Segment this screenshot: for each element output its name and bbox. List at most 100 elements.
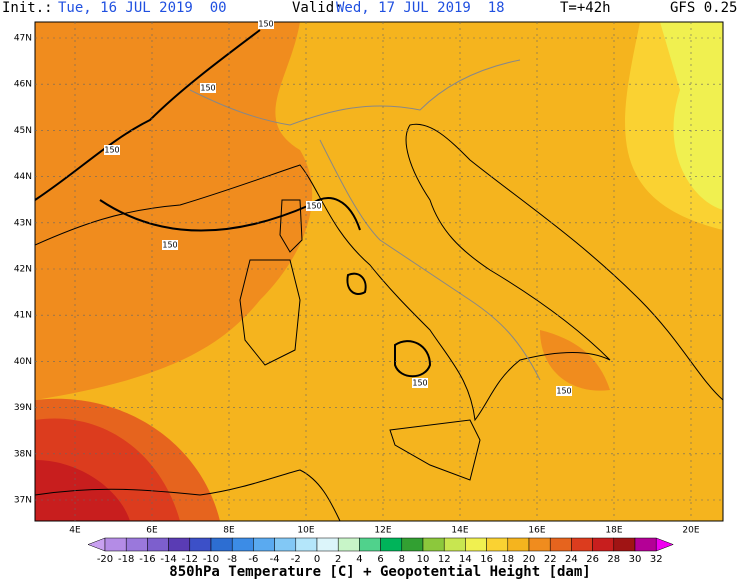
- map-field: [35, 22, 723, 521]
- colorbar-tick-label: -12: [182, 554, 198, 565]
- contour-150: [99, 197, 361, 232]
- colorbar-tick-label: -4: [270, 554, 280, 565]
- contour-label: 150: [556, 387, 571, 396]
- graticule: [35, 22, 723, 521]
- colorbar-segment: [104, 537, 127, 552]
- contour-label: 150: [306, 202, 321, 211]
- contour-label-bg: [556, 386, 572, 396]
- lat-label: 45N: [14, 126, 32, 136]
- colorbar-tick-label: 12: [438, 554, 451, 565]
- colorbar-segment: [380, 537, 403, 552]
- colorbar-tick-label: 8: [399, 554, 405, 565]
- valid-label: Valid:: [292, 0, 343, 16]
- colorbar-tick-label: -2: [291, 554, 301, 565]
- contour-label-bg: [306, 201, 322, 211]
- colorbar-segment: [486, 537, 509, 552]
- lat-label: 38N: [14, 449, 32, 459]
- colorbar-segment: [274, 537, 297, 552]
- contour-label: 150: [162, 241, 177, 250]
- colorbar-arrow: [87, 537, 106, 552]
- lat-label: 42N: [14, 265, 32, 275]
- lat-label: 46N: [14, 80, 32, 90]
- lat-label: 40N: [14, 357, 32, 367]
- lat-label: 43N: [14, 218, 32, 228]
- colorbar-segment: [613, 537, 636, 552]
- colorbar-segment: [210, 537, 233, 552]
- colorbar-segment: [253, 537, 275, 552]
- colorbar-tick-label: 14: [459, 554, 472, 565]
- colorbar-tick-label: -18: [118, 554, 134, 565]
- colorbar-segment: [316, 537, 339, 552]
- contour-label-bg: [162, 240, 178, 250]
- colorbar-tick-label: -20: [97, 554, 113, 565]
- colorbar-tick-label: -14: [160, 554, 176, 565]
- contour-label-bg: [104, 145, 120, 155]
- contour-label: 150: [258, 20, 273, 29]
- contour-label-bg: [258, 19, 274, 29]
- colorbar-segment: [465, 537, 487, 552]
- lat-label: 37N: [14, 496, 32, 506]
- contour-150: [35, 29, 261, 201]
- colorbar-segment: [147, 537, 169, 552]
- lon-label: 20E: [682, 526, 699, 536]
- field-cooler: [660, 22, 723, 210]
- valid-time: Wed, 17 JUL 2019 18: [336, 0, 505, 16]
- colorbar-tick-label: 10: [417, 554, 430, 565]
- lon-label: 18E: [605, 526, 622, 536]
- map-frame: [34, 21, 724, 522]
- colorbar-segment: [571, 537, 593, 552]
- contour-label: 150: [412, 379, 427, 388]
- colorbar-tick-label: -6: [248, 554, 258, 565]
- lat-label: 47N: [14, 34, 32, 44]
- colorbar-tick-label: 30: [629, 554, 642, 565]
- colorbar-segment: [401, 537, 424, 552]
- field-warm-patch: [540, 330, 610, 391]
- colorbar-tick-label: -16: [139, 554, 155, 565]
- colorbar-segment: [549, 537, 572, 552]
- lat-label: 41N: [14, 311, 32, 321]
- contour-label-bg: [412, 378, 428, 388]
- colorbar-segment: [422, 537, 445, 552]
- colorbar-tick-label: 18: [501, 554, 514, 565]
- field-warm: [35, 22, 313, 400]
- lon-label: 12E: [374, 526, 391, 536]
- lon-label: 16E: [528, 526, 545, 536]
- colorbar-segment: [592, 537, 615, 552]
- colorbar-segment: [634, 537, 657, 552]
- colorbar-tick-label: 20: [523, 554, 536, 565]
- colorbar-segment: [189, 537, 212, 552]
- colorbar-tick-label: 0: [314, 554, 320, 565]
- colorbar-tick-label: 24: [565, 554, 578, 565]
- colorbar-tick-label: 22: [544, 554, 557, 565]
- colorbar-label: 850hPa Temperature [C] + Geopotential He…: [169, 564, 590, 580]
- colorbar-segment: [295, 537, 318, 552]
- lon-label: 6E: [146, 526, 158, 536]
- colorbar-segment: [231, 537, 254, 552]
- colorbar-segment: [359, 537, 381, 552]
- contour-label: 150: [200, 84, 215, 93]
- lon-label: 4E: [69, 526, 81, 536]
- colorbar-segment: [337, 537, 360, 552]
- colorbar-tick-label: 4: [356, 554, 362, 565]
- init-label: Init.:: [2, 0, 53, 16]
- lon-label: 10E: [297, 526, 314, 536]
- colorbar-tick-label: 2: [335, 554, 341, 565]
- coastlines: [35, 123, 723, 521]
- colorbar-tick-label: 16: [480, 554, 493, 565]
- colorbar-tick-label: 26: [586, 554, 599, 565]
- contour-label: 150: [104, 146, 119, 155]
- colorbar-tick-label: 28: [607, 554, 620, 565]
- colorbar-tick-label: 6: [377, 554, 383, 565]
- lat-label: 44N: [14, 172, 32, 182]
- lat-label: 39N: [14, 403, 32, 413]
- model-name: GFS 0.25: [670, 0, 737, 16]
- colorbar-tick-label: 32: [650, 554, 663, 565]
- lon-label: 14E: [451, 526, 468, 536]
- colorbar-segment: [125, 537, 148, 552]
- lead-time: T=+42h: [560, 0, 611, 16]
- init-time: Tue, 16 JUL 2019 00: [58, 0, 227, 16]
- colorbar-arrow: [655, 537, 674, 552]
- contour-label-bg: [200, 83, 216, 93]
- colorbar-segment: [168, 537, 191, 552]
